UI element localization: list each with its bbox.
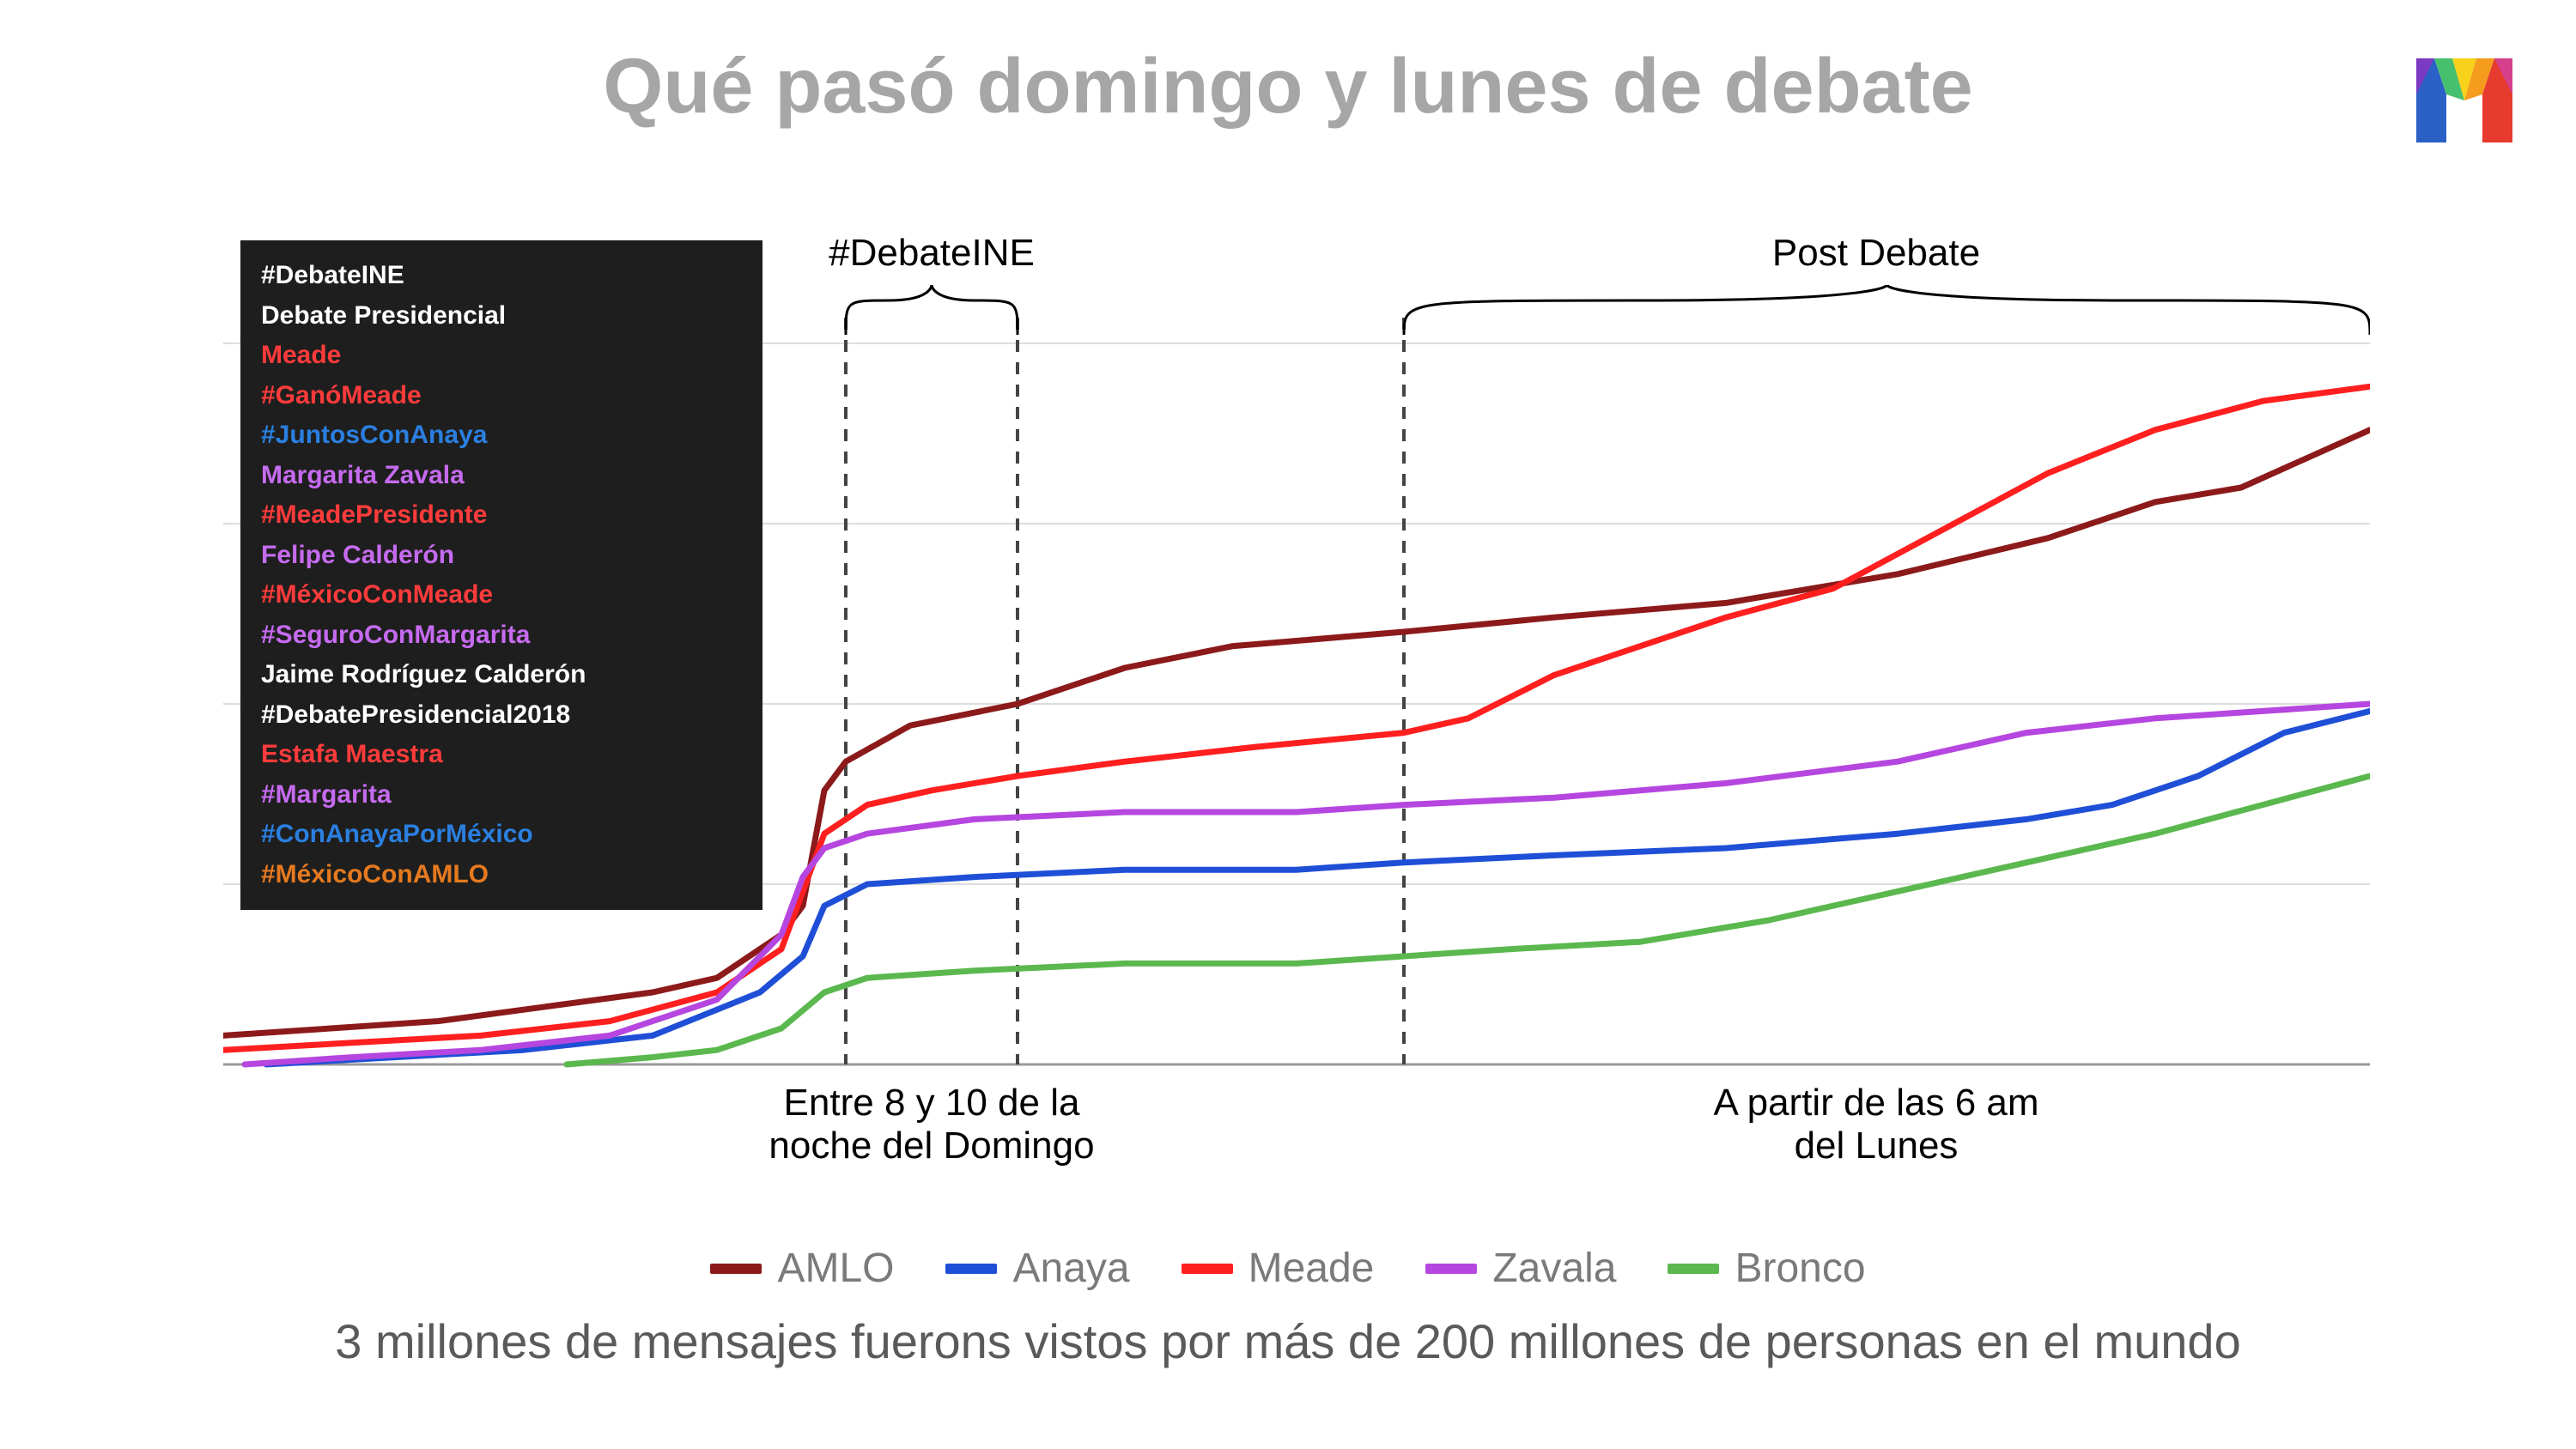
- legend-item-bronco: Bronco: [1668, 1245, 1865, 1292]
- hashtag-item-2: Meade: [261, 336, 742, 376]
- legend-item-amlo: AMLO: [710, 1245, 894, 1292]
- legend-label: Bronco: [1735, 1245, 1865, 1292]
- trending-hashtags-box: #DebateINEDebate PresidencialMeade#GanóM…: [240, 240, 762, 910]
- legend-item-meade: Meade: [1182, 1245, 1375, 1292]
- hashtag-item-4: #JuntosConAnaya: [261, 415, 742, 456]
- hashtag-item-12: Estafa Maestra: [261, 735, 742, 775]
- annotation-postdebate: Post Debate: [1772, 232, 1980, 275]
- legend-swatch: [1668, 1264, 1719, 1274]
- hashtag-item-5: Margarita Zavala: [261, 456, 742, 496]
- annotation-debateine: #DebateINE: [829, 232, 1035, 275]
- legend-label: Anaya: [1012, 1245, 1129, 1292]
- legend-item-zavala: Zavala: [1425, 1245, 1616, 1292]
- hashtag-item-11: #DebatePresidencial2018: [261, 695, 742, 736]
- hashtag-item-3: #GanóMeade: [261, 376, 742, 416]
- legend-swatch: [710, 1264, 762, 1274]
- hashtag-item-10: Jaime Rodríguez Calderón: [261, 655, 742, 695]
- m-logo-icon: [2404, 34, 2524, 155]
- hashtag-item-14: #ConAnayaPorMéxico: [261, 815, 742, 855]
- xaxis-label-monday: A partir de las 6 amdel Lunes: [1713, 1082, 2038, 1167]
- hashtag-item-1: Debate Presidencial: [261, 296, 742, 336]
- hashtag-item-15: #MéxicoConAMLO: [261, 855, 742, 895]
- legend-label: Meade: [1249, 1245, 1375, 1292]
- legend-swatch: [1425, 1264, 1477, 1274]
- xaxis-label-sunday: Entre 8 y 10 de lanoche del Domingo: [769, 1082, 1094, 1167]
- brand-logo: [2404, 34, 2524, 159]
- legend-label: Zavala: [1492, 1245, 1616, 1292]
- hashtag-item-8: #MéxicoConMeade: [261, 575, 742, 615]
- hashtag-item-0: #DebateINE: [261, 256, 742, 296]
- chart-footnote: 3 millones de mensajes fuerons vistos po…: [0, 1313, 2576, 1369]
- legend-item-anaya: Anaya: [945, 1245, 1129, 1292]
- legend-swatch: [1182, 1264, 1233, 1274]
- chart-legend: AMLO Anaya Meade Zavala Bronco: [0, 1245, 2576, 1292]
- hashtag-item-9: #SeguroConMargarita: [261, 615, 742, 656]
- legend-swatch: [945, 1264, 997, 1274]
- page-title: Qué pasó domingo y lunes de debate: [0, 43, 2576, 131]
- legend-label: AMLO: [777, 1245, 894, 1292]
- hashtag-item-6: #MeadePresidente: [261, 495, 742, 536]
- hashtag-item-7: Felipe Calderón: [261, 536, 742, 576]
- hashtag-item-13: #Margarita: [261, 775, 742, 815]
